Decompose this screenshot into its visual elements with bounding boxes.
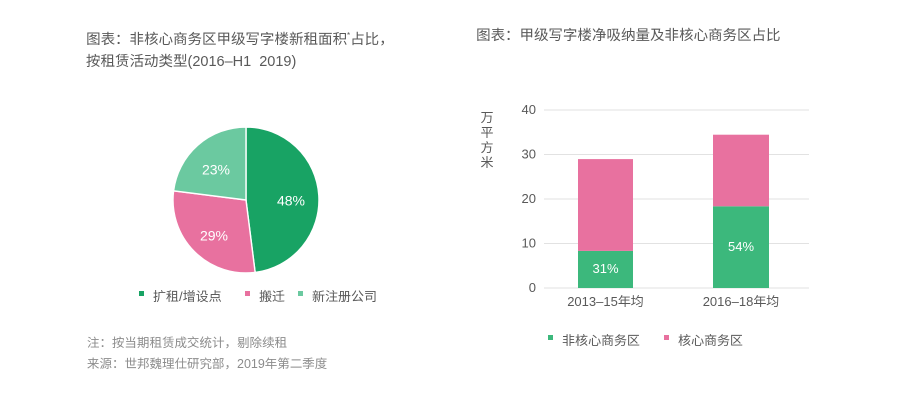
- svg-text:万: 万: [480, 110, 493, 125]
- svg-text:20: 20: [522, 191, 536, 206]
- svg-text:10: 10: [522, 236, 536, 251]
- svg-text:40: 40: [522, 102, 536, 117]
- svg-text:31%: 31%: [592, 261, 618, 276]
- svg-text:2013–15年均: 2013–15年均: [567, 294, 644, 309]
- svg-text:30: 30: [522, 147, 536, 162]
- svg-text:0: 0: [529, 280, 536, 295]
- svg-text:米: 米: [480, 155, 493, 170]
- svg-text:方: 方: [480, 140, 493, 155]
- svg-text:54%: 54%: [728, 239, 754, 254]
- svg-text:平: 平: [480, 125, 493, 140]
- svg-text:2016–18年均: 2016–18年均: [703, 294, 780, 309]
